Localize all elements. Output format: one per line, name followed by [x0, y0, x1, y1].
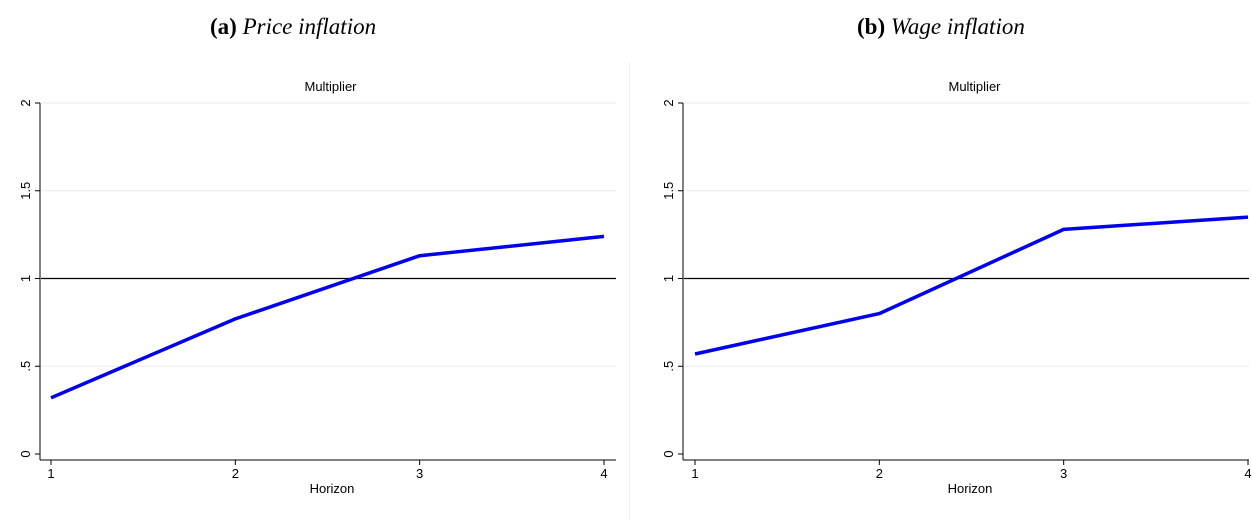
y-tick-label: 2 — [18, 99, 33, 106]
multiplier-chart-price: Multiplier 0 .5 1 1.5 2 1 2 3 4 Horizon — [0, 62, 626, 519]
y-tick-label: .5 — [661, 361, 676, 372]
x-tick-label: 1 — [47, 466, 54, 481]
y-tick-label: 0 — [661, 450, 676, 457]
x-tick-label: 3 — [416, 466, 423, 481]
panel-a-title: (a) Price inflation — [210, 14, 376, 40]
y-tick-label: 1 — [18, 275, 33, 282]
panel-a-tag: (a) — [210, 14, 237, 39]
x-tick-label: 4 — [600, 466, 607, 481]
chart-title: Multiplier — [948, 79, 1001, 94]
panel-b-title: (b) Wage inflation — [857, 14, 1025, 40]
y-tick-label: .5 — [18, 361, 33, 372]
chart-panel-price-inflation: Multiplier 0 .5 1 1.5 2 1 2 3 4 Horizon — [0, 62, 626, 519]
panel-b-tag: (b) — [857, 14, 885, 39]
series-line — [51, 236, 604, 397]
series-line — [695, 217, 1248, 354]
x-tick-label: 2 — [232, 466, 239, 481]
chart-panel-wage-inflation: Multiplier 0 .5 1 1.5 2 1 2 3 4 Horizon — [632, 62, 1252, 519]
panel-a-name: Price inflation — [243, 14, 377, 39]
panel-divider — [629, 62, 630, 519]
multiplier-chart-wage: Multiplier 0 .5 1 1.5 2 1 2 3 4 Horizon — [632, 62, 1252, 519]
panel-b-name: Wage inflation — [891, 14, 1025, 39]
y-tick-label: 0 — [18, 450, 33, 457]
y-tick-label: 2 — [661, 99, 676, 106]
chart-title: Multiplier — [304, 79, 357, 94]
x-tick-label: 1 — [691, 466, 698, 481]
y-tick-label: 1.5 — [661, 182, 676, 200]
x-tick-label: 3 — [1060, 466, 1067, 481]
x-tick-label: 2 — [876, 466, 883, 481]
x-tick-label: 4 — [1244, 466, 1251, 481]
x-axis-label: Horizon — [948, 481, 993, 496]
x-axis-label: Horizon — [310, 481, 355, 496]
y-tick-label: 1.5 — [18, 182, 33, 200]
y-tick-label: 1 — [661, 275, 676, 282]
